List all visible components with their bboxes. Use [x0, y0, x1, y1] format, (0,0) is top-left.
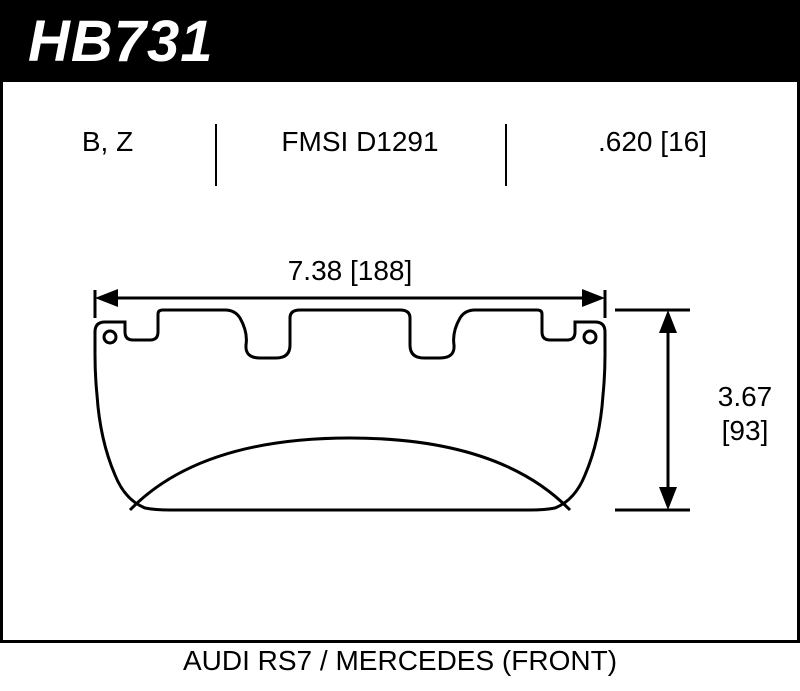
application-label: AUDI RS7 / MERCEDES (FRONT) — [0, 645, 800, 677]
dimension-height-label: 3.67 [93] — [700, 380, 790, 447]
dimension-width-label: 7.38 [188] — [220, 255, 480, 287]
height-mm: 93 — [729, 415, 760, 446]
brake-pad-diagram — [0, 0, 800, 691]
width-in: 7.38 — [288, 255, 343, 286]
height-in: 3.67 — [718, 381, 773, 412]
width-mm: 188 — [358, 255, 405, 286]
